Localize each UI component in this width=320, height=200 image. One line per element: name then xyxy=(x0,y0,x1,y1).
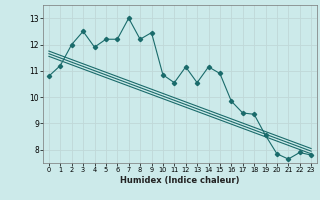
X-axis label: Humidex (Indice chaleur): Humidex (Indice chaleur) xyxy=(120,176,240,185)
